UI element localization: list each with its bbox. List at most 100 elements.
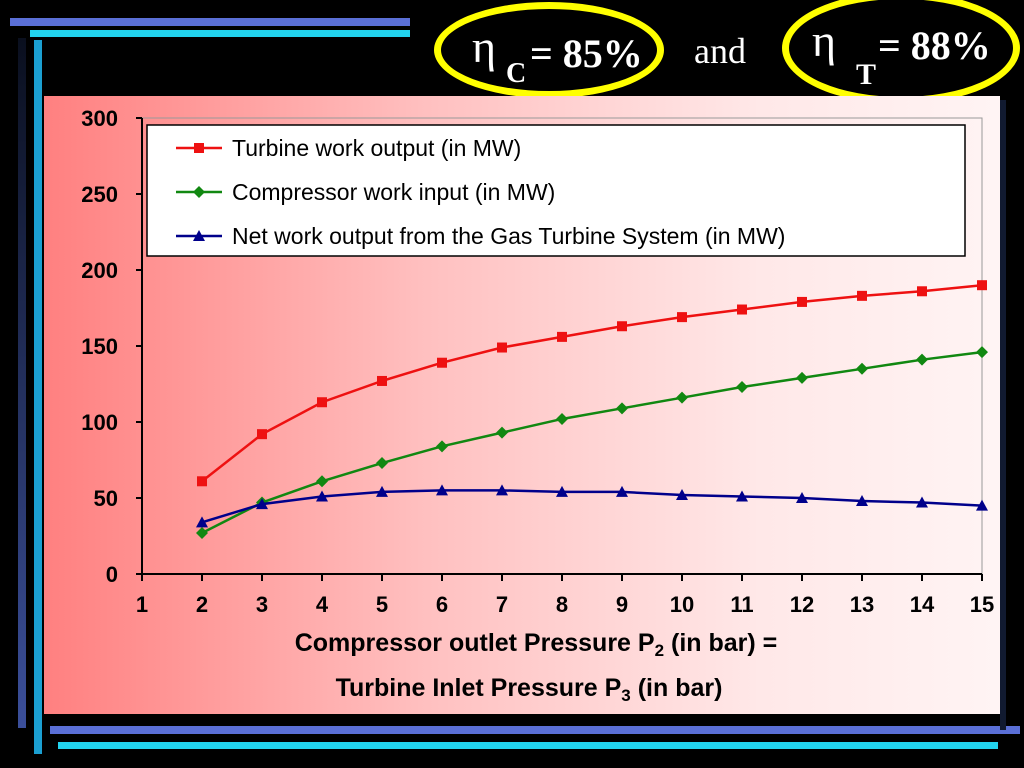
- x-tick-label: 7: [496, 592, 508, 617]
- x-tick-label: 8: [556, 592, 568, 617]
- series-1: [197, 280, 987, 487]
- x-tick-label: 9: [616, 592, 628, 617]
- legend-box: [146, 124, 966, 257]
- data-point: [256, 498, 268, 510]
- data-point: [796, 492, 808, 503]
- x-axis-title: Compressor outlet Pressure P2 (in bar) =…: [295, 629, 778, 705]
- legend-item: Compressor work input (in MW): [176, 179, 555, 205]
- data-point: [377, 375, 387, 386]
- data-point: [496, 426, 508, 439]
- data-point: [797, 296, 807, 307]
- decor-bar-left-dark: [18, 38, 26, 728]
- x-tick-label: 5: [376, 592, 388, 617]
- x-axis-title-line2: Turbine Inlet Pressure P3 (in bar): [336, 674, 723, 705]
- data-point: [437, 357, 447, 368]
- compressor-eta-symbol: η: [472, 21, 497, 72]
- data-point: [856, 362, 868, 375]
- data-point: [497, 342, 507, 353]
- data-point: [616, 402, 628, 415]
- data-point: [436, 440, 448, 453]
- data-point: [856, 495, 868, 507]
- legend: Turbine work output (in MW) Compressor wo…: [146, 124, 966, 257]
- data-point: [677, 312, 687, 323]
- data-point: [916, 353, 928, 366]
- data-point: [676, 391, 688, 404]
- y-tick-label: 0: [106, 562, 118, 587]
- y-tick-label: 300: [81, 106, 118, 131]
- legend-marker: [193, 230, 205, 241]
- connector-text: and: [694, 31, 746, 71]
- data-point: [736, 490, 748, 502]
- decor-bar-bottom-cyan: [58, 742, 998, 749]
- legend-label: Compressor work input (in MW): [232, 179, 555, 205]
- data-point: [917, 286, 927, 297]
- turbine-efficiency-value: = 88%: [878, 23, 991, 68]
- legend-item: Turbine work output (in MW): [176, 135, 521, 161]
- x-tick-label: 6: [436, 592, 448, 617]
- legend-item: Net work output from the Gas Turbine Sys…: [176, 223, 785, 249]
- data-point: [976, 499, 988, 511]
- data-point: [316, 475, 328, 488]
- decor-bar-top-cyan: [30, 30, 410, 37]
- x-axis-title-line1: Compressor outlet Pressure P2 (in bar) =: [295, 629, 778, 660]
- x-tick-label: 3: [256, 592, 268, 617]
- data-point: [316, 490, 328, 502]
- compressor-eta-subscript: C: [506, 58, 527, 89]
- compressor-efficiency-highlight: [434, 2, 664, 98]
- data-point: [317, 397, 327, 408]
- y-tick-label: 250: [81, 182, 118, 207]
- data-point: [976, 346, 988, 359]
- data-point: [616, 485, 628, 497]
- legend-label: Turbine work output (in MW): [232, 135, 521, 161]
- x-tick-label: 2: [196, 592, 208, 617]
- x-tick-label: 14: [910, 592, 935, 617]
- x-tick-label: 15: [970, 592, 994, 617]
- series-line: [201, 489, 983, 524]
- turbine-eta-subscript: T: [856, 58, 877, 91]
- legend-marker: [194, 143, 204, 153]
- x-tick-label: 1: [136, 592, 148, 617]
- data-point: [557, 331, 567, 342]
- legend-label: Net work output from the Gas Turbine Sys…: [232, 223, 785, 249]
- x-tick-label: 4: [316, 592, 329, 617]
- compressor-efficiency-value: = 85%: [530, 31, 643, 76]
- data-point: [556, 485, 568, 497]
- data-point: [556, 412, 568, 425]
- y-tick-label: 200: [81, 258, 118, 283]
- series-line: [201, 283, 983, 483]
- series-2: [196, 346, 988, 539]
- data-point: [617, 321, 627, 332]
- data-point: [737, 304, 747, 315]
- decor-bar-top-blue: [10, 18, 410, 26]
- legend-marker: [193, 186, 205, 198]
- data-point: [436, 484, 448, 496]
- data-point: [257, 429, 267, 440]
- data-point: [196, 516, 208, 528]
- data-point: [916, 496, 928, 508]
- x-tick-label: 13: [850, 592, 874, 617]
- turbine-eta-symbol: η: [812, 15, 837, 66]
- data-point: [857, 290, 867, 301]
- data-point: [496, 484, 508, 496]
- x-tick-label: 12: [790, 592, 814, 617]
- data-point: [977, 280, 987, 291]
- data-point: [376, 457, 388, 470]
- chart-panel: 0 50 100 150 200 250 300 1 2 3 4 5 6 7 8 9 10 11 12 13 14 15 …: [44, 96, 1000, 714]
- y-tick-label: 100: [81, 410, 118, 435]
- data-point: [676, 488, 688, 500]
- y-tick-label: 150: [81, 334, 118, 359]
- x-tick-label: 11: [730, 592, 753, 617]
- data-point: [196, 526, 208, 539]
- data-point: [197, 476, 207, 487]
- series-line: [201, 350, 983, 535]
- data-point: [796, 371, 808, 384]
- decor-bar-left-cyan: [34, 40, 42, 754]
- data-point: [736, 381, 748, 394]
- y-tick-label: 50: [94, 486, 118, 511]
- series-3: [196, 484, 988, 528]
- decor-bar-bottom-blue: [50, 726, 1020, 734]
- x-tick-label: 10: [670, 592, 694, 617]
- data-point: [376, 485, 388, 497]
